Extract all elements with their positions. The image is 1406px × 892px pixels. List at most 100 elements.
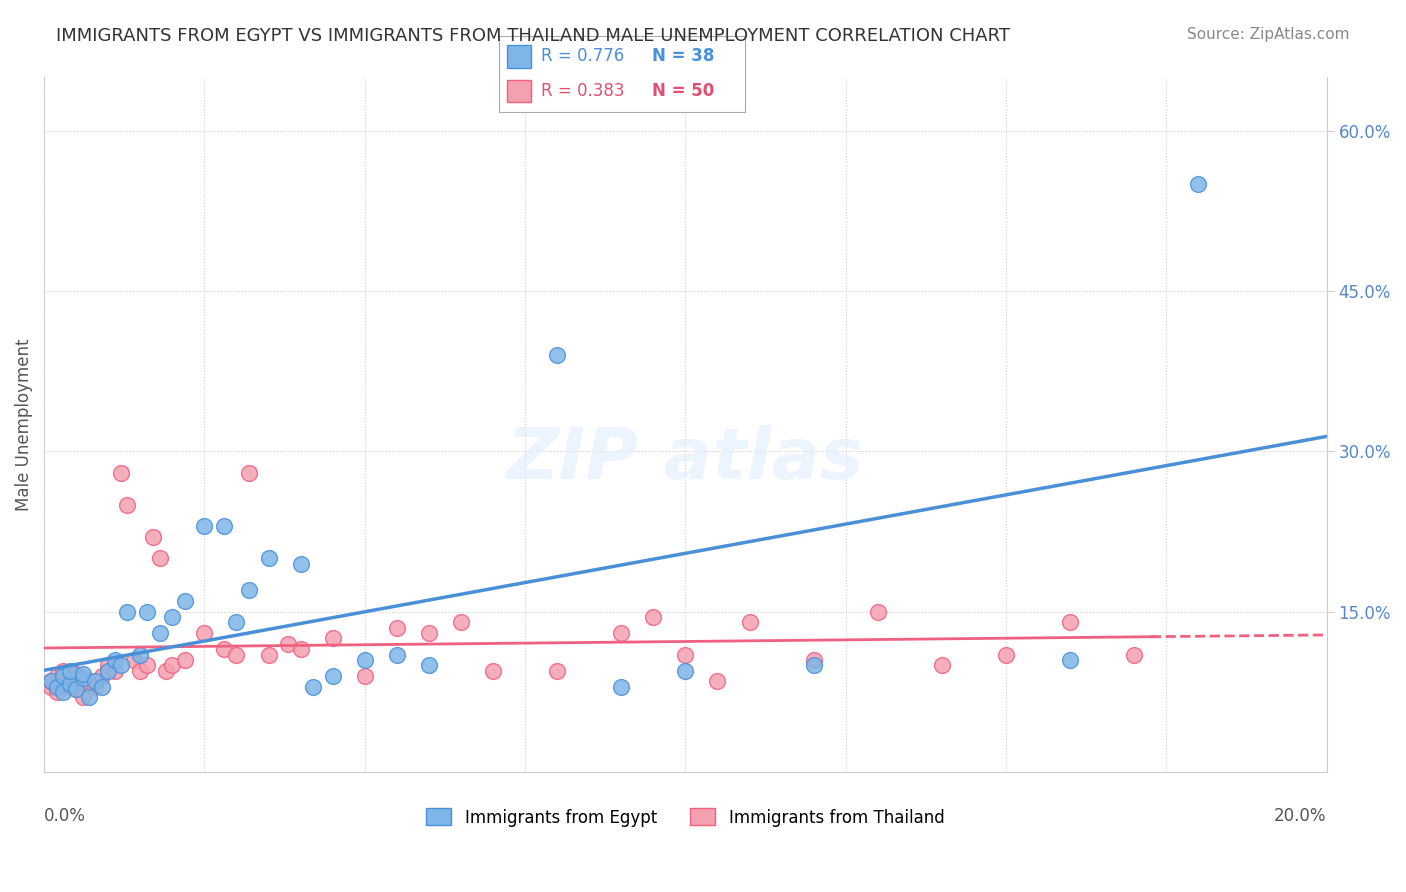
Point xyxy=(643,610,665,624)
Point xyxy=(39,674,62,689)
Point xyxy=(353,669,375,683)
Point xyxy=(129,664,152,678)
Point xyxy=(117,605,139,619)
Point xyxy=(546,664,568,678)
Point xyxy=(225,615,247,630)
Point xyxy=(110,658,132,673)
Point xyxy=(866,605,889,619)
Point xyxy=(90,680,112,694)
Point xyxy=(482,664,505,678)
Point xyxy=(803,653,825,667)
Point xyxy=(546,348,568,362)
Point xyxy=(193,519,215,533)
Text: 20.0%: 20.0% xyxy=(1274,806,1327,825)
Point xyxy=(257,648,280,662)
Point xyxy=(385,648,408,662)
Point xyxy=(52,685,75,699)
Point xyxy=(110,466,132,480)
Point xyxy=(97,664,120,678)
Point xyxy=(104,653,127,667)
Point xyxy=(1187,178,1209,192)
Point xyxy=(65,681,87,696)
Point xyxy=(610,626,633,640)
Point xyxy=(322,632,344,646)
Text: R = 0.383: R = 0.383 xyxy=(541,82,624,100)
Point xyxy=(52,664,75,678)
Point xyxy=(212,519,235,533)
Text: R = 0.776: R = 0.776 xyxy=(541,47,624,65)
Point xyxy=(931,658,953,673)
Point xyxy=(65,681,87,696)
Point xyxy=(117,498,139,512)
Point xyxy=(104,664,127,678)
Point xyxy=(90,669,112,683)
Point xyxy=(97,658,120,673)
Point xyxy=(135,605,157,619)
Point xyxy=(174,653,197,667)
Point xyxy=(59,664,82,678)
Point xyxy=(277,637,299,651)
Point xyxy=(212,642,235,657)
Point xyxy=(225,648,247,662)
Point xyxy=(135,658,157,673)
Point xyxy=(72,690,94,705)
Text: N = 50: N = 50 xyxy=(652,82,714,100)
Point xyxy=(65,666,87,681)
Point xyxy=(84,680,107,694)
Point xyxy=(302,680,325,694)
Point xyxy=(450,615,472,630)
Point xyxy=(290,642,312,657)
Point xyxy=(39,680,62,694)
Point xyxy=(39,674,62,689)
Point xyxy=(45,685,67,699)
Text: IMMIGRANTS FROM EGYPT VS IMMIGRANTS FROM THAILAND MALE UNEMPLOYMENT CORRELATION : IMMIGRANTS FROM EGYPT VS IMMIGRANTS FROM… xyxy=(56,27,1011,45)
Text: N = 38: N = 38 xyxy=(652,47,714,65)
Point xyxy=(385,621,408,635)
Bar xyxy=(506,45,531,68)
Point xyxy=(148,626,170,640)
Point xyxy=(290,557,312,571)
Point xyxy=(59,680,82,694)
Point xyxy=(353,653,375,667)
Point xyxy=(72,666,94,681)
Point xyxy=(84,674,107,689)
Text: 0.0%: 0.0% xyxy=(44,806,86,825)
Point xyxy=(1123,648,1146,662)
Point xyxy=(995,648,1018,662)
Point xyxy=(162,610,184,624)
Point xyxy=(673,664,696,678)
Point xyxy=(1059,653,1081,667)
Point xyxy=(322,669,344,683)
Point xyxy=(122,653,145,667)
Point xyxy=(162,658,184,673)
Point xyxy=(52,677,75,691)
Point xyxy=(238,466,260,480)
Text: Source: ZipAtlas.com: Source: ZipAtlas.com xyxy=(1187,27,1350,42)
Point xyxy=(148,551,170,566)
Point xyxy=(706,674,728,689)
Legend: Immigrants from Egypt, Immigrants from Thailand: Immigrants from Egypt, Immigrants from T… xyxy=(420,802,950,833)
Point xyxy=(193,626,215,640)
Point xyxy=(77,674,100,689)
Point xyxy=(45,680,67,694)
Point xyxy=(418,626,440,640)
Point xyxy=(238,583,260,598)
Y-axis label: Male Unemployment: Male Unemployment xyxy=(15,338,32,511)
Point xyxy=(418,658,440,673)
Point xyxy=(738,615,761,630)
Point xyxy=(45,669,67,683)
Point xyxy=(155,664,177,678)
Point xyxy=(129,648,152,662)
Point xyxy=(610,680,633,694)
Point xyxy=(142,530,165,544)
Bar xyxy=(506,79,531,103)
Point xyxy=(257,551,280,566)
Point xyxy=(72,671,94,685)
Point xyxy=(52,669,75,683)
Point xyxy=(1059,615,1081,630)
Point xyxy=(59,677,82,691)
Point xyxy=(803,658,825,673)
Point xyxy=(673,648,696,662)
Text: ZIP atlas: ZIP atlas xyxy=(506,425,863,494)
Point xyxy=(77,690,100,705)
